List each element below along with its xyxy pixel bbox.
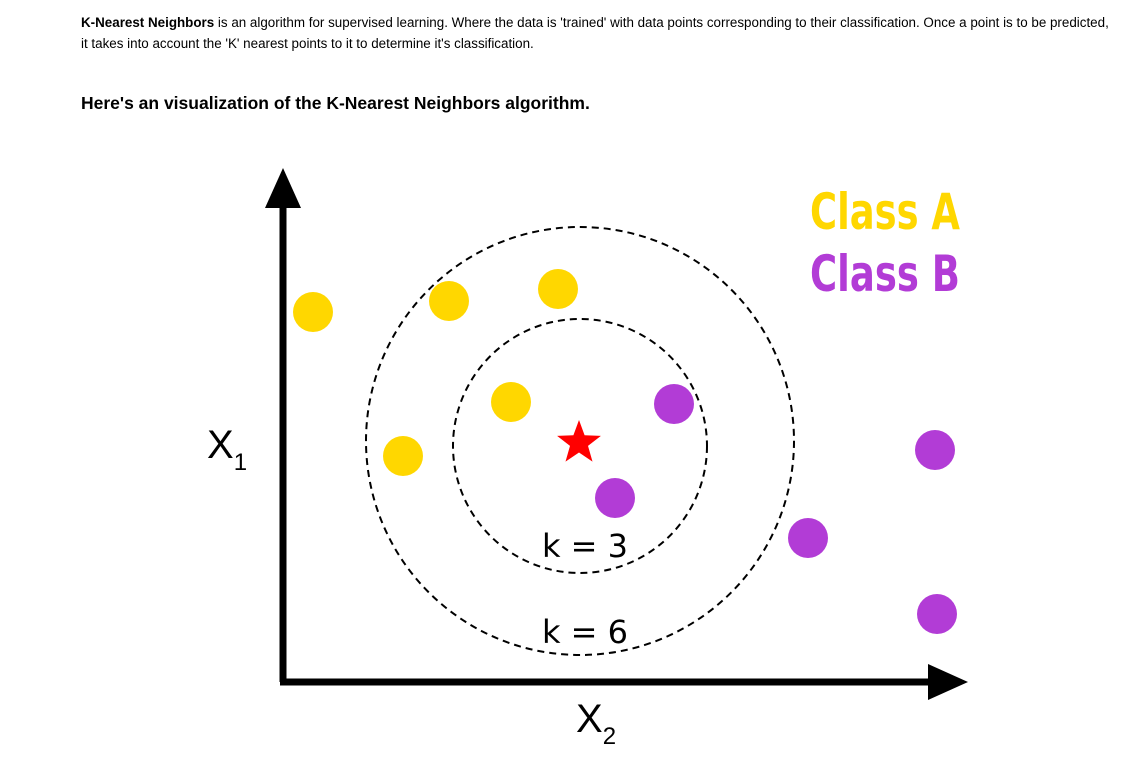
- intro-text: is an algorithm for supervised learning.…: [81, 15, 1109, 51]
- k6-circle: [365, 226, 795, 656]
- legend-class-a: Class A: [810, 183, 960, 241]
- x-axis-arrow: [928, 664, 968, 700]
- y-axis-label-main: X: [207, 423, 234, 467]
- k3-circle: [452, 318, 708, 574]
- intro-term: K-Nearest Neighbors: [81, 15, 215, 30]
- class-b-points: [595, 384, 957, 634]
- class-a-point: [538, 269, 578, 309]
- class-a-point: [383, 436, 423, 476]
- y-axis-arrow: [265, 168, 301, 208]
- class-b-point: [654, 384, 694, 424]
- x-axis-label-sub: 2: [603, 723, 616, 750]
- class-b-point: [917, 594, 957, 634]
- query-point-star: [557, 420, 601, 462]
- class-a-points: [293, 269, 578, 476]
- k3-label: k = 3: [542, 527, 628, 565]
- class-b-point: [595, 478, 635, 518]
- class-a-point: [491, 382, 531, 422]
- legend-class-b: Class B: [810, 245, 960, 303]
- y-axis-label: X1: [207, 423, 247, 476]
- y-axis-label-sub: 1: [234, 449, 247, 476]
- k6-label: k = 6: [542, 613, 628, 651]
- class-b-point: [788, 518, 828, 558]
- intro-paragraph: K-Nearest Neighbors is an algorithm for …: [81, 12, 1111, 54]
- section-heading: Here's an visualization of the K-Nearest…: [81, 93, 590, 113]
- class-b-point: [915, 430, 955, 470]
- x-axis-label: X2: [576, 697, 616, 750]
- x-axis-label-main: X: [576, 697, 603, 741]
- class-a-point: [429, 281, 469, 321]
- class-a-point: [293, 292, 333, 332]
